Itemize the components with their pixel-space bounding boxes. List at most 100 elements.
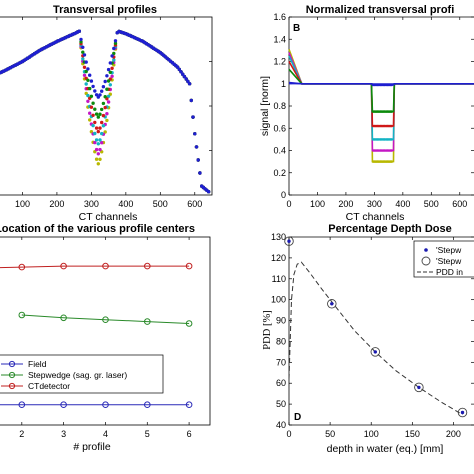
panel-d-y-tick-label: 100 — [271, 295, 286, 305]
panel-a-point — [186, 79, 190, 84]
panel-b-y-tick-label: 0.4 — [273, 146, 286, 156]
panel-a-point — [100, 107, 104, 112]
panel-a-point — [89, 105, 94, 109]
panel-a-point — [79, 37, 83, 42]
panel-d-circle-marker — [414, 382, 424, 393]
panel-a-point — [96, 152, 101, 156]
panel-b-line — [288, 68, 474, 113]
panel-b-x-tick-label: 200 — [338, 199, 353, 209]
panel-a-point — [106, 79, 111, 83]
panel-c-marker — [60, 401, 67, 409]
panel-a-point — [110, 74, 114, 79]
panel-a-point — [91, 113, 95, 118]
panel-c-marker — [144, 401, 151, 409]
panel-b-line — [288, 49, 474, 163]
panel-a-point — [100, 131, 104, 136]
panel-a-point — [96, 115, 101, 119]
panel-d-x-tick-label: 150 — [405, 429, 420, 439]
panel-a-point — [112, 58, 116, 62]
panel-a-point — [100, 89, 104, 93]
panel-a-title: Transversal profiles — [53, 4, 157, 16]
panel-c-marker — [185, 401, 193, 409]
panel-b-y-tick-label: 1.2 — [273, 57, 286, 67]
panel-d-dot-marker — [330, 302, 334, 306]
panel-a-point — [103, 105, 107, 110]
panel-b-series-4 — [288, 55, 474, 141]
panel-a-point — [194, 145, 199, 149]
panel-c-x-tick-label: 6 — [187, 429, 192, 439]
panel-a-point — [105, 87, 109, 91]
panel-a-point — [84, 60, 88, 64]
panel-c-legend-label: CTdetector — [28, 381, 70, 391]
panel-a-point — [93, 107, 97, 111]
panel-c-title: Location of the various profile centers — [0, 223, 195, 235]
panel-d-circle-marker — [327, 299, 337, 309]
panel-a-point — [206, 190, 211, 194]
panel-a-x-tick-label: 200 — [49, 199, 64, 209]
panel-c-legend-marker — [8, 382, 16, 390]
panel-b-x-tick-label: 300 — [367, 199, 382, 209]
panel-b-title: Normalized transversal profi — [306, 4, 455, 16]
panel-b-point — [390, 124, 394, 128]
panel-a-point — [86, 99, 90, 104]
panel-a-point — [189, 98, 193, 103]
panel-c-marker — [102, 316, 109, 324]
panel-a-point — [81, 57, 85, 61]
panel-c-marker — [185, 262, 193, 270]
panel-b-ylabel: signal [norm] — [259, 76, 271, 136]
panel-d-dot-marker — [417, 385, 421, 390]
panel-c-marker — [144, 318, 151, 325]
panel-a-point — [101, 101, 106, 106]
panel-c-legend-marker — [8, 360, 16, 368]
panel-a-xlabel: CT channels — [79, 211, 138, 223]
panel-c-marker — [60, 314, 67, 322]
panel-d-legend-box — [413, 240, 474, 278]
panel-a-point — [93, 89, 97, 93]
panel-d-legend-label: 'Stepw — [436, 245, 462, 255]
panel-b-x-tick-label: 400 — [395, 199, 410, 209]
panel-d-y-tick-label: 70 — [276, 357, 286, 367]
panel-a-point — [84, 82, 88, 86]
panel-a-point — [100, 120, 104, 125]
panel-a-point — [179, 70, 183, 74]
panel-c-marker — [18, 311, 26, 319]
panel-a-point — [96, 162, 101, 166]
panel-a-x-tick-label: 400 — [118, 199, 133, 209]
panel-a-point — [84, 69, 88, 74]
panel-b-y-tick-label: 0 — [281, 190, 286, 200]
panel-b-series-3 — [288, 61, 474, 128]
panel-a-point — [94, 126, 99, 130]
panel-c-series-3 — [0, 262, 193, 271]
panel-b-y-tick-label: 0.2 — [273, 168, 286, 178]
panel-b-line — [288, 61, 474, 127]
panel-a-point — [101, 113, 106, 118]
panel-c-series-1 — [0, 401, 193, 409]
panel-b-y-tick-label: 0.8 — [273, 101, 286, 111]
panel-a-point — [86, 93, 90, 98]
panel-a-point — [93, 140, 97, 145]
panel-b-series-5 — [288, 52, 474, 152]
panel-a-point — [81, 50, 85, 54]
panel-a-point — [77, 29, 82, 33]
panel-a-point — [113, 41, 118, 45]
panel-b-line — [288, 52, 474, 152]
panel-c-marker — [102, 401, 109, 409]
panel-b-y-tick-label: 0.6 — [273, 123, 286, 133]
panel-c-x-tick-label: 2 — [19, 429, 24, 439]
panel-d-y-tick-label: 120 — [271, 253, 286, 263]
panel-a-point — [91, 123, 95, 128]
panel-d-pdd-curve — [288, 261, 463, 416]
panel-d-circle-marker — [284, 236, 294, 246]
panel-c-xlabel: # profile — [73, 441, 111, 453]
panel-a-point — [94, 112, 99, 116]
panel-a-point — [100, 141, 104, 145]
panel-a-point — [89, 94, 94, 99]
panel-a-point — [88, 118, 92, 122]
panel-d-x-tick-label: 0 — [286, 429, 291, 439]
panel-b-x-tick-label: 0 — [286, 199, 291, 209]
panel-a-point — [96, 142, 101, 146]
panel-b-point — [390, 138, 394, 141]
